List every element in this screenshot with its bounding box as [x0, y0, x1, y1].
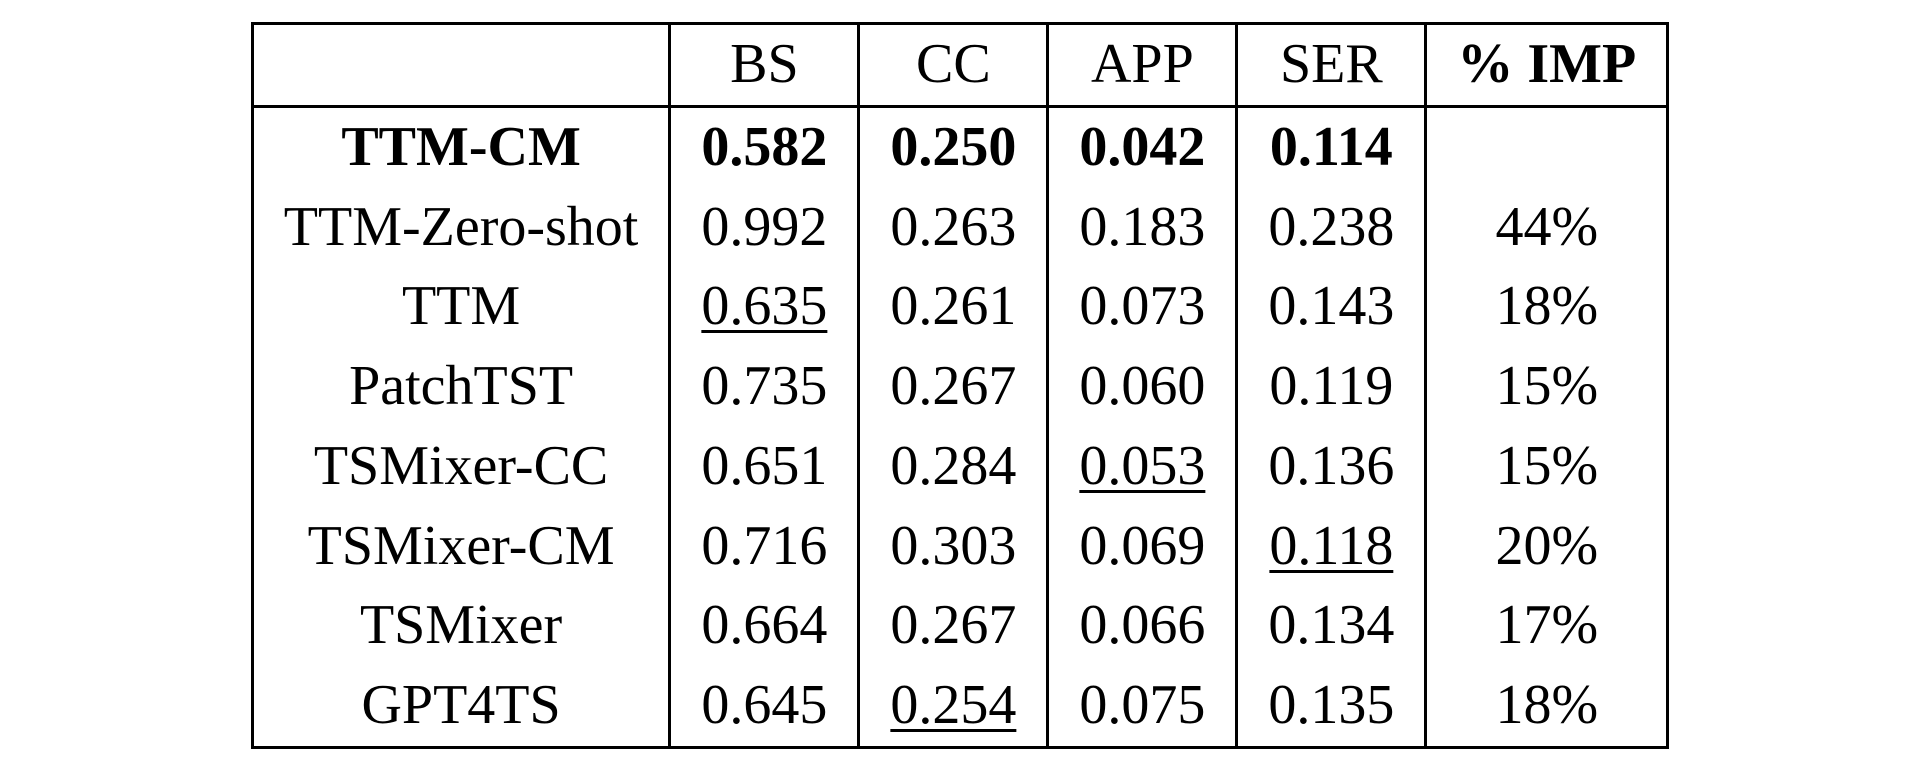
cell-imp: 20%: [1426, 507, 1668, 587]
col-header-imp: % IMP: [1426, 24, 1668, 107]
cell-method: PatchTST: [252, 347, 670, 427]
cell-ser: 0.136: [1237, 427, 1426, 507]
cell-bs: 0.716: [670, 507, 859, 587]
cell-cc: 0.267: [859, 347, 1048, 427]
cell-app: 0.053: [1048, 427, 1237, 507]
cell-bs: 0.635: [670, 267, 859, 347]
cell-imp: 18%: [1426, 267, 1668, 347]
cell-bs: 0.645: [670, 666, 859, 747]
cell-method: TTM: [252, 267, 670, 347]
cell-cc: 0.284: [859, 427, 1048, 507]
cell-method: TTM-Zero-shot: [252, 188, 670, 268]
cell-ser: 0.119: [1237, 347, 1426, 427]
cell-app: 0.066: [1048, 586, 1237, 666]
cell-app: 0.075: [1048, 666, 1237, 747]
cell-imp: 15%: [1426, 427, 1668, 507]
table-row: TSMixer 0.664 0.267 0.066 0.134 17%: [252, 586, 1667, 666]
table-row: TSMixer-CM 0.716 0.303 0.069 0.118 20%: [252, 507, 1667, 587]
cell-imp: 15%: [1426, 347, 1668, 427]
cell-bs: 0.664: [670, 586, 859, 666]
cell-bs: 0.582: [670, 107, 859, 188]
cell-imp: 44%: [1426, 188, 1668, 268]
cell-cc: 0.261: [859, 267, 1048, 347]
cell-ser: 0.114: [1237, 107, 1426, 188]
cell-bs: 0.651: [670, 427, 859, 507]
cell-app: 0.060: [1048, 347, 1237, 427]
cell-ser: 0.118: [1237, 507, 1426, 587]
page: BS CC APP SER % IMP TTM-CM 0.582 0.250 0…: [0, 0, 1920, 771]
table-body: TTM-CM 0.582 0.250 0.042 0.114 TTM-Zero-…: [252, 107, 1667, 747]
cell-cc: 0.267: [859, 586, 1048, 666]
col-header-ser: SER: [1237, 24, 1426, 107]
cell-app: 0.183: [1048, 188, 1237, 268]
cell-imp: 17%: [1426, 586, 1668, 666]
cell-bs: 0.992: [670, 188, 859, 268]
results-table: BS CC APP SER % IMP TTM-CM 0.582 0.250 0…: [251, 22, 1669, 748]
table-row: TTM 0.635 0.261 0.073 0.143 18%: [252, 267, 1667, 347]
cell-imp: [1426, 107, 1668, 188]
cell-cc: 0.303: [859, 507, 1048, 587]
cell-method: TSMixer-CM: [252, 507, 670, 587]
col-header-method: [252, 24, 670, 107]
col-header-cc: CC: [859, 24, 1048, 107]
cell-cc: 0.263: [859, 188, 1048, 268]
cell-method: TSMixer-CC: [252, 427, 670, 507]
cell-app: 0.042: [1048, 107, 1237, 188]
cell-method: GPT4TS: [252, 666, 670, 747]
table-row: TSMixer-CC 0.651 0.284 0.053 0.136 15%: [252, 427, 1667, 507]
cell-method: TTM-CM: [252, 107, 670, 188]
cell-cc: 0.250: [859, 107, 1048, 188]
cell-ser: 0.143: [1237, 267, 1426, 347]
cell-cc: 0.254: [859, 666, 1048, 747]
cell-imp: 18%: [1426, 666, 1668, 747]
table-row: PatchTST 0.735 0.267 0.060 0.119 15%: [252, 347, 1667, 427]
cell-ser: 0.134: [1237, 586, 1426, 666]
cell-method: TSMixer: [252, 586, 670, 666]
table-head: BS CC APP SER % IMP: [252, 24, 1667, 107]
table-row: GPT4TS 0.645 0.254 0.075 0.135 18%: [252, 666, 1667, 747]
table-row: TTM-CM 0.582 0.250 0.042 0.114: [252, 107, 1667, 188]
table-row: TTM-Zero-shot 0.992 0.263 0.183 0.238 44…: [252, 188, 1667, 268]
cell-ser: 0.238: [1237, 188, 1426, 268]
col-header-bs: BS: [670, 24, 859, 107]
cell-ser: 0.135: [1237, 666, 1426, 747]
col-header-app: APP: [1048, 24, 1237, 107]
cell-app: 0.069: [1048, 507, 1237, 587]
cell-app: 0.073: [1048, 267, 1237, 347]
table-header-row: BS CC APP SER % IMP: [252, 24, 1667, 107]
cell-bs: 0.735: [670, 347, 859, 427]
